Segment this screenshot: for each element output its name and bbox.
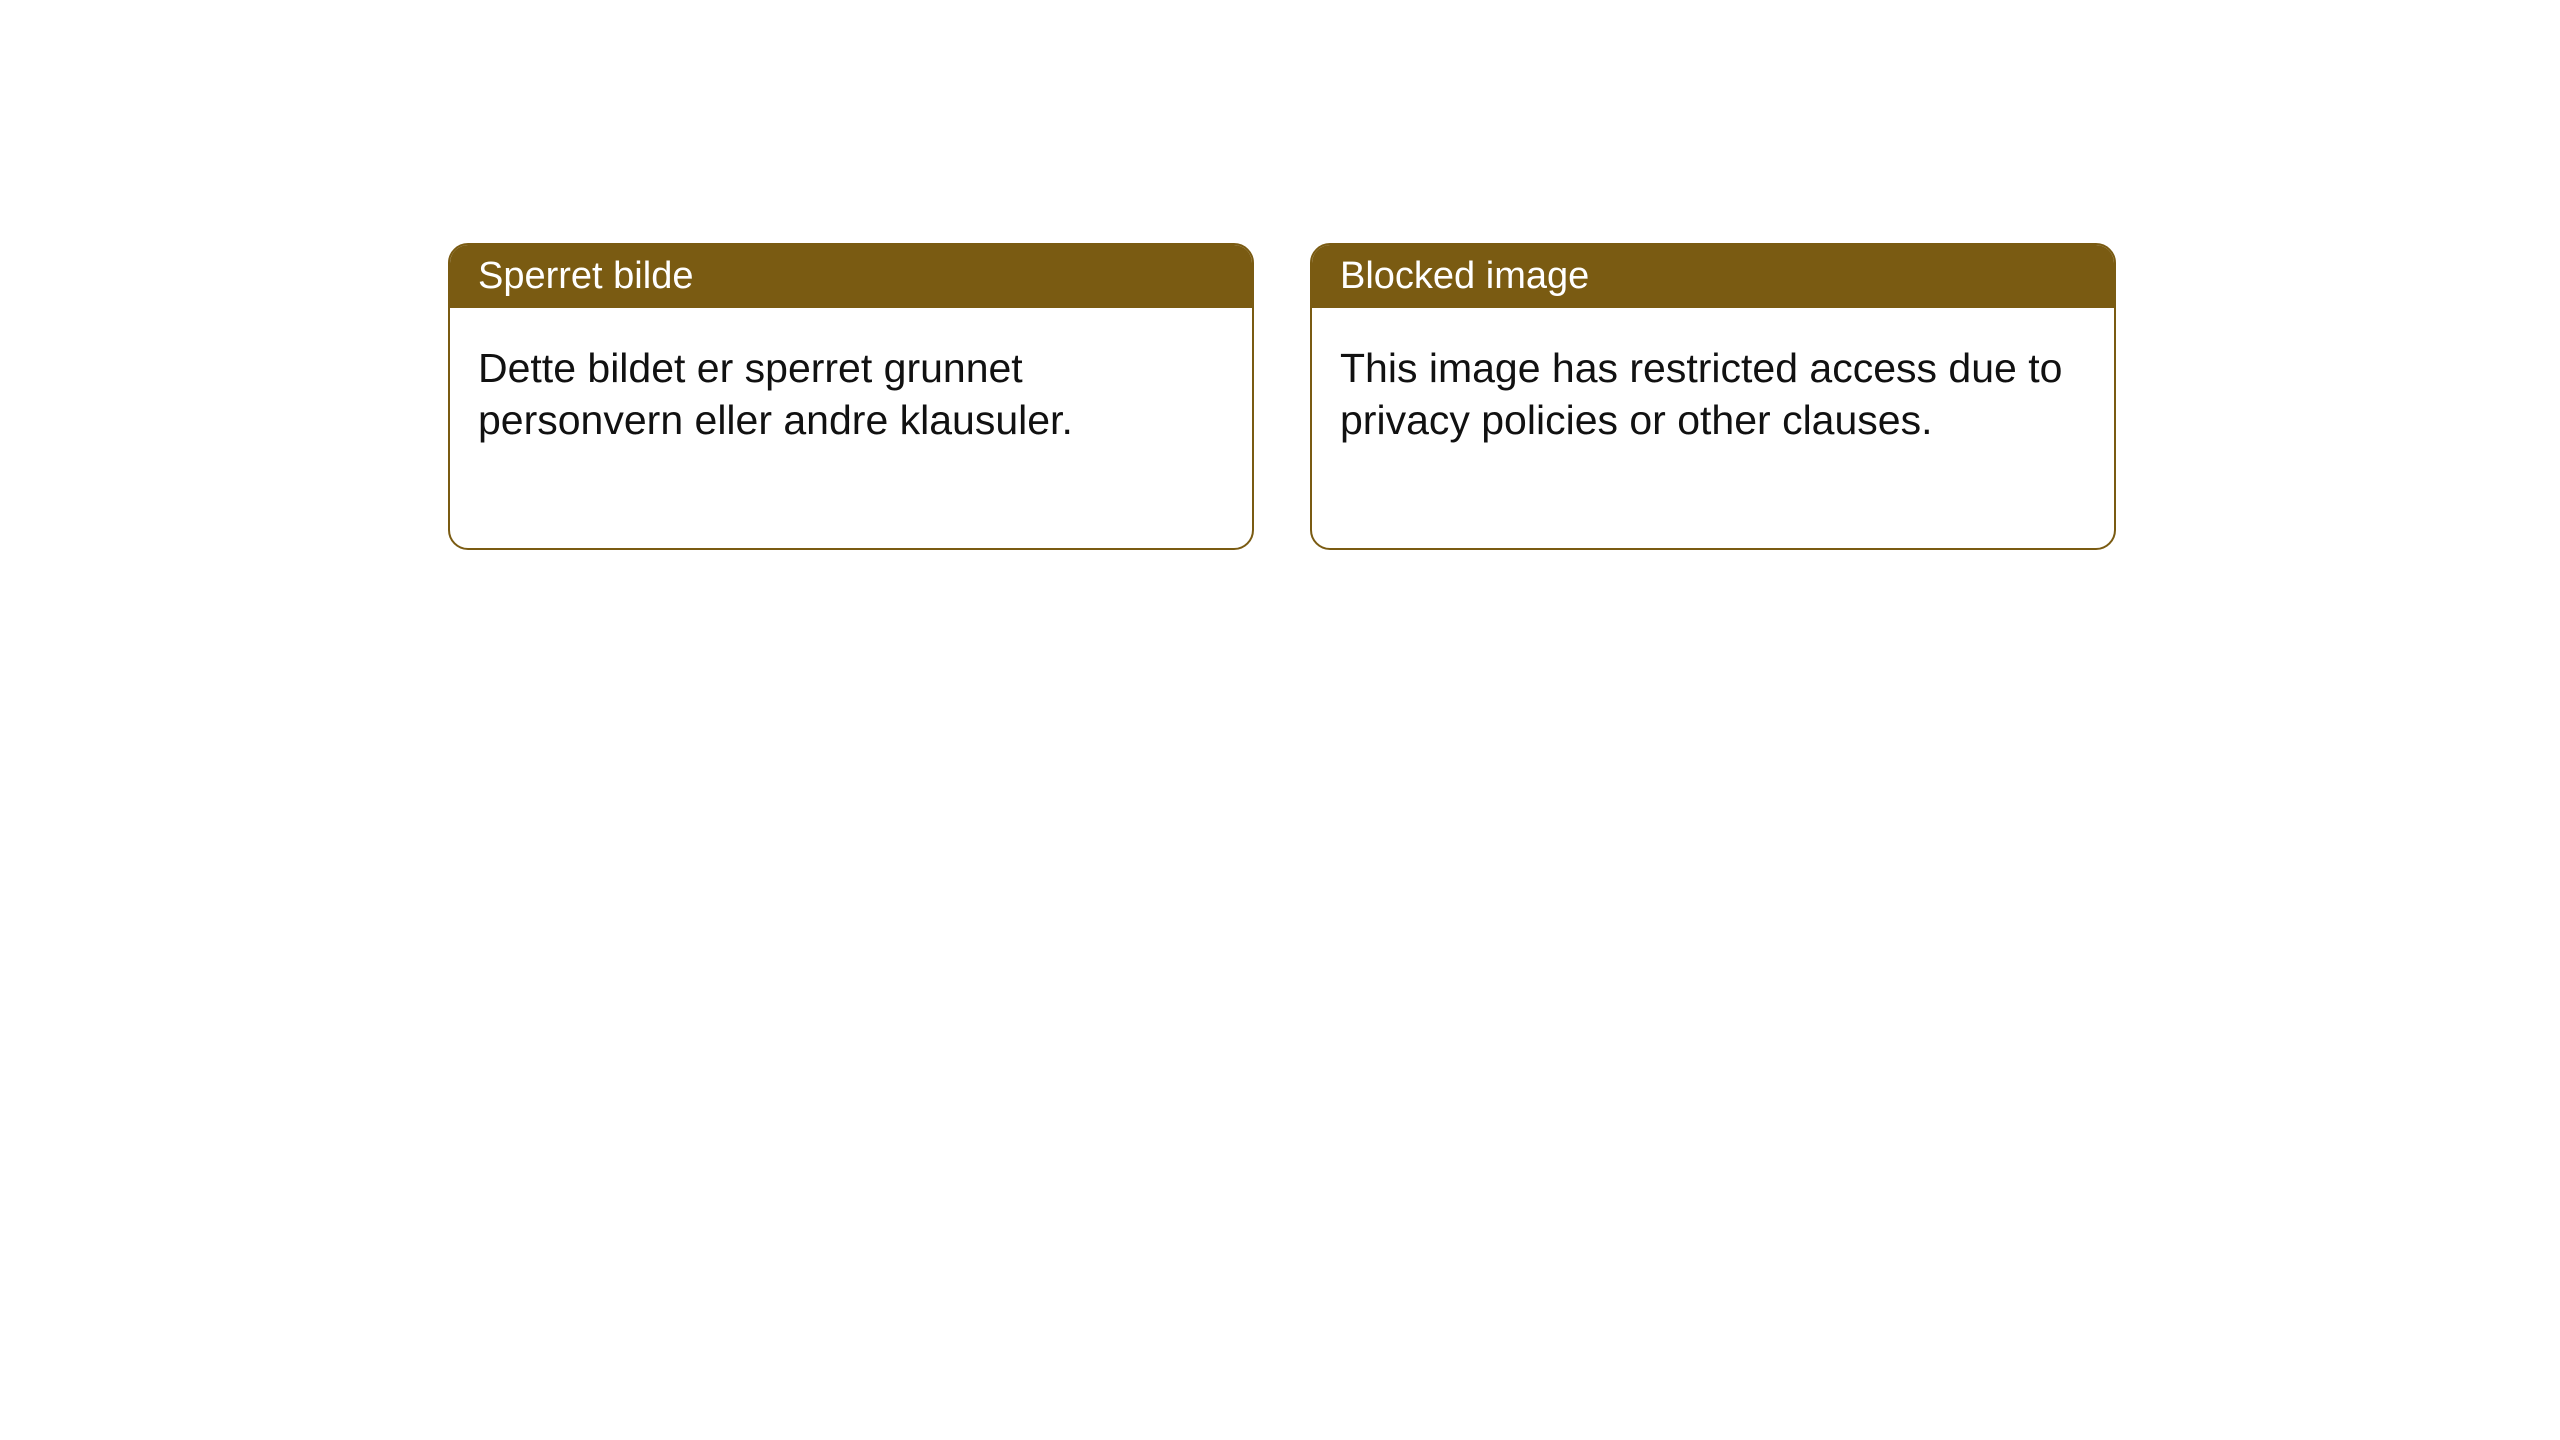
card-body: This image has restricted access due to … xyxy=(1312,308,2114,548)
notice-cards-row: Sperret bilde Dette bildet er sperret gr… xyxy=(448,243,2116,550)
card-body: Dette bildet er sperret grunnet personve… xyxy=(450,308,1252,548)
notice-card-norwegian: Sperret bilde Dette bildet er sperret gr… xyxy=(448,243,1254,550)
card-title: Sperret bilde xyxy=(450,245,1252,308)
notice-card-english: Blocked image This image has restricted … xyxy=(1310,243,2116,550)
card-title: Blocked image xyxy=(1312,245,2114,308)
